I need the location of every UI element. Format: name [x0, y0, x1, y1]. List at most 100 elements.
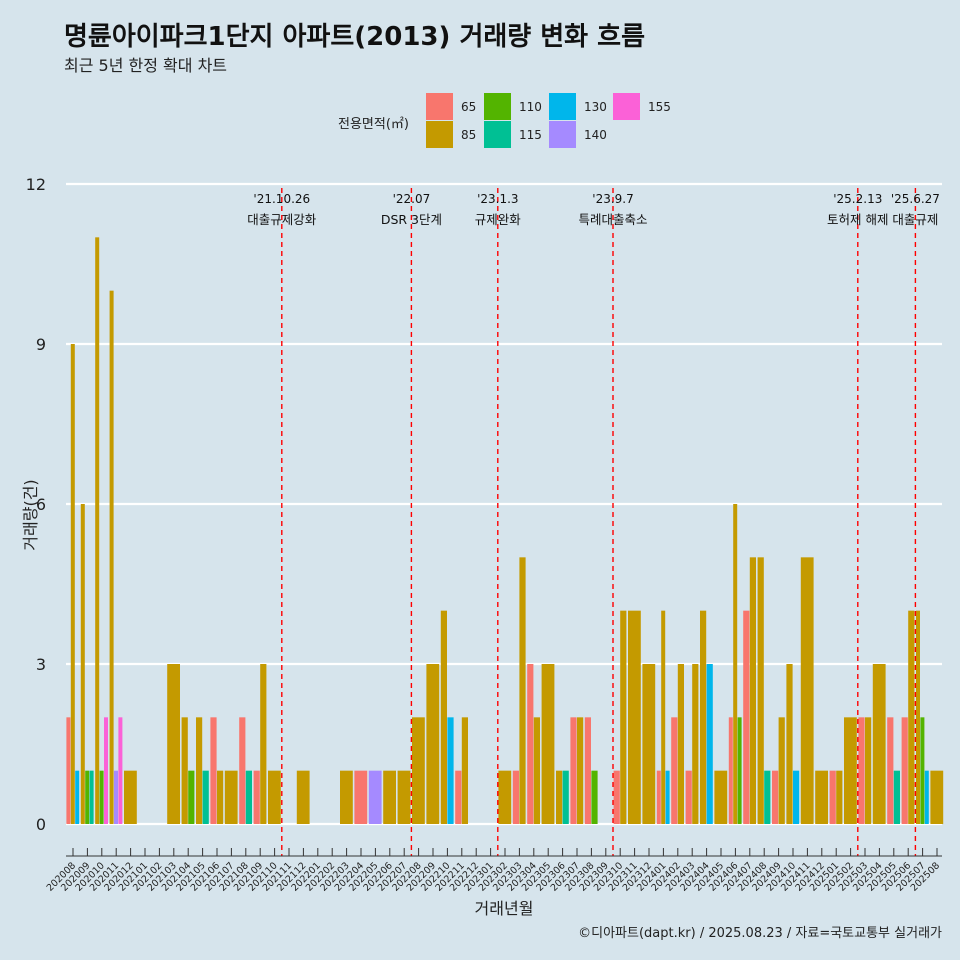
bar-202410-85	[786, 664, 793, 824]
bar-202010-85	[95, 237, 100, 825]
y-tick-label: 12	[26, 175, 46, 194]
bar-202109-85	[260, 664, 267, 824]
bar-202410-130	[793, 770, 800, 824]
bar-202503-65	[858, 717, 865, 824]
legend-swatch-130	[549, 93, 576, 120]
event-date-label: '25.6.27	[891, 192, 940, 206]
y-tick-label: 9	[36, 335, 46, 354]
bar-202401-85	[661, 610, 666, 824]
bar-202502-85	[844, 717, 857, 824]
bar-202008-130	[75, 770, 80, 824]
bars	[66, 237, 944, 825]
legend-swatch-85	[426, 121, 453, 148]
bar-202403-85	[692, 664, 699, 824]
bar-202406-65	[728, 717, 733, 824]
bar-202406-85	[733, 504, 738, 824]
bar-202408-115	[764, 770, 771, 824]
bar-202306-115	[562, 770, 569, 824]
bar-202402-85	[677, 664, 684, 824]
bar-202403-65	[685, 770, 692, 824]
bar-202409-85	[778, 717, 785, 824]
bar-202208-85	[412, 717, 425, 824]
bar-202210-85	[440, 610, 447, 824]
legend-swatch-110	[484, 93, 511, 120]
bar-202010-155	[104, 717, 108, 824]
bar-202504-85	[872, 664, 886, 824]
bar-202010-110	[99, 770, 104, 824]
bar-202303-65	[512, 770, 519, 824]
bar-202310-65	[613, 770, 620, 824]
event-date-label: '21.10.26	[253, 192, 310, 206]
event-markers: '21.10.26 대출규제강화 '22.07 DSR 3단계 '23.1.3 규제완화 '…	[247, 188, 940, 856]
bar-202308-110	[591, 770, 598, 824]
bar-202110-85	[268, 770, 281, 824]
bar-202507-110	[920, 717, 925, 824]
legend-swatch-65	[426, 93, 453, 120]
bar-202401-65	[656, 770, 661, 824]
x-axis-title: 거래년월	[475, 899, 534, 918]
legend-title: 전용면적(㎡)	[338, 117, 409, 132]
bar-202011-140	[114, 770, 118, 824]
bar-202304-65	[527, 664, 534, 824]
bar-202012-85	[124, 770, 137, 824]
bar-202209-85	[426, 664, 440, 824]
bar-202104-85	[181, 717, 188, 824]
legend-swatch-115	[484, 121, 511, 148]
bar-202112-85	[296, 770, 310, 824]
bar-202008-65	[66, 717, 71, 824]
bar-202008-85	[70, 344, 75, 824]
event-date-label: '23.1.3	[477, 192, 518, 206]
chart-title: 명륜아이파크1단지 아파트(2013) 거래량 변화 흐름	[64, 22, 645, 52]
legend-label-115: 115	[519, 128, 542, 142]
legend-label-130: 130	[584, 100, 607, 114]
event-label: DSR 3단계	[381, 212, 442, 227]
bar-202310-85	[620, 610, 627, 824]
chart-caption: ©디아파트(dapt.kr) / 2025.08.23 / 자료=국토교통부 실…	[578, 926, 942, 941]
bar-202503-85	[865, 717, 872, 824]
bar-202108-65	[239, 717, 246, 824]
bar-202106-85	[217, 770, 224, 824]
bar-202103-85	[167, 664, 180, 824]
bar-202411-85	[800, 557, 814, 824]
event-label: 규제완화	[475, 212, 522, 227]
event-date-label: '22.07	[393, 192, 431, 206]
bar-202105-85	[196, 717, 203, 824]
chart-subtitle: 최근 5년 한정 확대 차트	[64, 56, 228, 75]
bar-202104-110	[188, 770, 195, 824]
bar-202507-130	[924, 770, 929, 824]
y-tick-label: 3	[36, 655, 46, 674]
bar-202501-65	[829, 770, 836, 824]
event-date-label: '25.2.13	[833, 192, 882, 206]
event-label: 특례대출축소	[578, 212, 647, 227]
legend-label-110: 110	[519, 100, 542, 114]
bar-202507-85	[916, 610, 920, 824]
y-tick-label: 0	[36, 815, 46, 834]
bar-202304-85	[533, 717, 540, 824]
bar-202407-65	[743, 610, 750, 824]
bar-202109-65	[253, 770, 260, 824]
bar-202302-85	[498, 770, 512, 824]
bar-202412-85	[815, 770, 828, 824]
bar-202009-110	[85, 770, 90, 824]
event-label: 대출규제강화	[247, 212, 317, 227]
bar-202409-65	[772, 770, 779, 824]
y-tick-label: 6	[36, 495, 46, 514]
bar-202508-85	[930, 770, 944, 824]
bar-202105-115	[202, 770, 209, 824]
bar-202307-85	[577, 717, 584, 824]
bar-202306-85	[556, 770, 563, 824]
bar-202106-65	[210, 717, 217, 824]
bar-202011-85	[109, 290, 114, 825]
event-label: 토허제 해제	[827, 212, 888, 227]
legend-swatch-140	[549, 121, 576, 148]
bar-202207-85	[397, 770, 411, 824]
bar-202210-130	[447, 717, 454, 824]
bar-202406-110	[737, 717, 742, 824]
bar-202303-85	[519, 557, 526, 824]
bar-202505-65	[887, 717, 894, 824]
bar-202203-85	[340, 770, 353, 824]
bar-202405-85	[714, 770, 728, 824]
bar-202205-140	[368, 770, 382, 824]
